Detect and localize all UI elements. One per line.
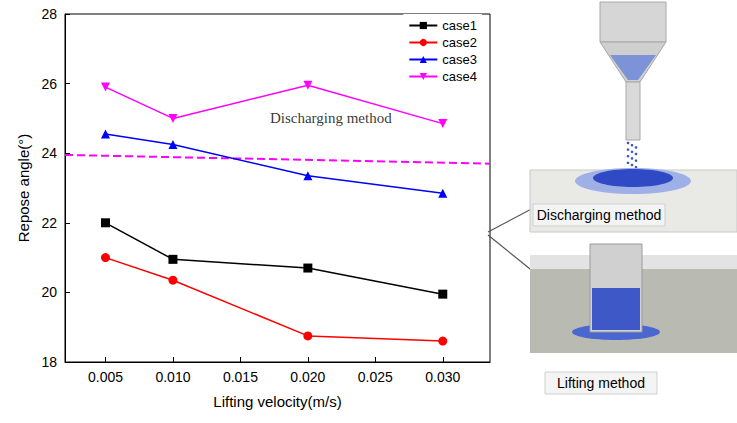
svg-text:case4: case4 xyxy=(442,69,477,84)
svg-text:Discharging method: Discharging method xyxy=(537,207,662,223)
svg-text:Repose angle(°): Repose angle(°) xyxy=(15,134,32,243)
svg-text:Discharging method: Discharging method xyxy=(270,110,392,126)
svg-text:0.015: 0.015 xyxy=(223,369,258,385)
svg-text:28: 28 xyxy=(41,6,57,22)
svg-text:case3: case3 xyxy=(442,52,477,67)
svg-text:0.020: 0.020 xyxy=(290,369,325,385)
svg-text:0.025: 0.025 xyxy=(358,369,393,385)
svg-text:case1: case1 xyxy=(442,18,477,33)
svg-text:case2: case2 xyxy=(442,35,477,50)
svg-text:22: 22 xyxy=(41,215,57,231)
svg-text:0.030: 0.030 xyxy=(425,369,460,385)
svg-text:0.005: 0.005 xyxy=(88,369,123,385)
svg-text:26: 26 xyxy=(41,76,57,92)
svg-text:Lifting method: Lifting method xyxy=(557,375,645,391)
svg-text:Lifting velocity(m/s): Lifting velocity(m/s) xyxy=(213,393,341,410)
svg-text:20: 20 xyxy=(41,284,57,300)
svg-text:0.010: 0.010 xyxy=(155,369,190,385)
svg-text:18: 18 xyxy=(41,354,57,370)
svg-text:24: 24 xyxy=(41,145,57,161)
